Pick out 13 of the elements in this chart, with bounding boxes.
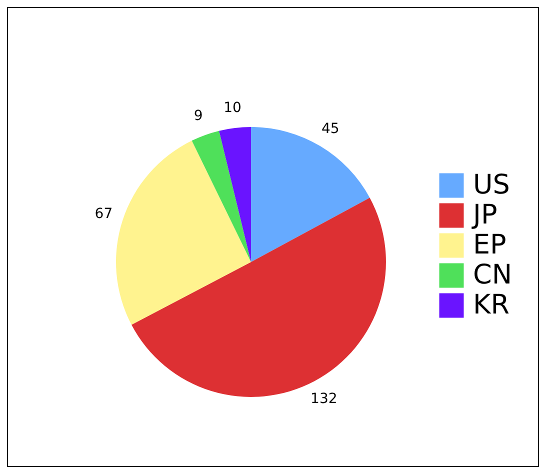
legend-label: CN bbox=[473, 260, 512, 290]
legend-label: JP bbox=[471, 200, 498, 230]
data-label: 132 bbox=[310, 390, 338, 407]
data-label: 45 bbox=[321, 120, 340, 137]
legend-label: KR bbox=[473, 290, 510, 320]
data-label: 9 bbox=[194, 108, 203, 124]
data-label: 10 bbox=[224, 100, 242, 116]
pie-slice bbox=[192, 130, 251, 262]
pie-slice bbox=[116, 140, 251, 325]
pie-slice bbox=[219, 127, 251, 262]
data-label: 67 bbox=[94, 206, 113, 222]
legend-label: US bbox=[473, 170, 510, 200]
legend-label: EP bbox=[473, 230, 506, 260]
